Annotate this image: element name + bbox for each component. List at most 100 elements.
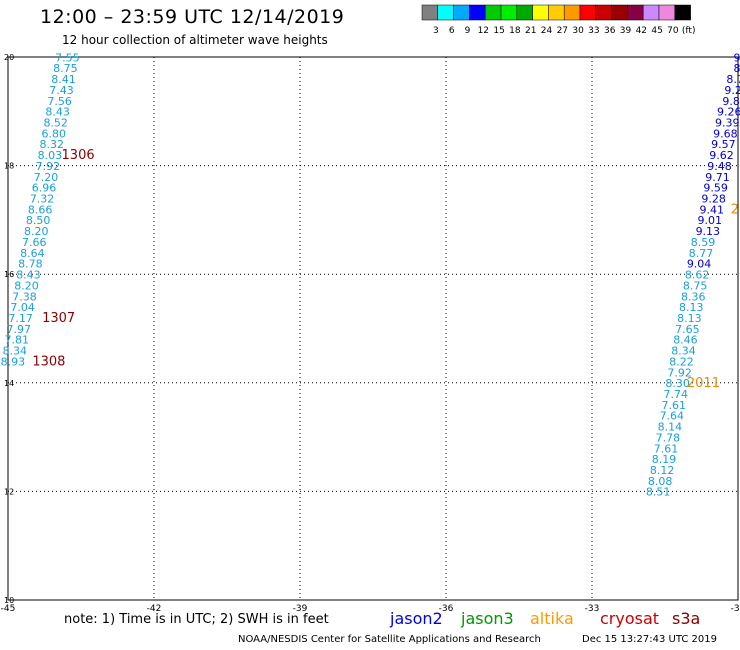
wave-height-value: 9.2	[724, 84, 740, 97]
wave-height-value: 9.13	[696, 225, 721, 238]
wave-height-value: 9.62	[709, 149, 734, 162]
credit-text: NOAA/NESDIS Center for Satellite Applica…	[238, 634, 541, 645]
legend-label: 30	[572, 26, 584, 36]
legend-label: 33	[588, 26, 599, 36]
wave-height-value: 8.20	[24, 225, 49, 238]
wave-height-value: 7.92	[667, 366, 692, 379]
wave-height-value: 7.81	[5, 334, 30, 347]
wave-height-value: 8.51	[646, 486, 671, 499]
legend-label: 21	[525, 26, 536, 36]
wave-height-value: 7.55	[55, 51, 80, 64]
wave-height-value: 9.8	[722, 95, 740, 108]
wave-height-value: 8.14	[658, 421, 683, 434]
wave-height-value: 8.59	[691, 236, 716, 249]
color-scale-legend: 3 6 9 12 15 18 21 24 27 30 33 36 39 42 45 70 (ft)	[421, 4, 696, 36]
wave-height-value: 7.74	[663, 388, 688, 401]
units-note: note: 1) Time is in UTC; 2) SWH is in fe…	[64, 612, 329, 627]
satellite-legend-altika: altika	[530, 609, 574, 628]
wave-height-value: 9.41	[699, 203, 724, 216]
wave-height-value: 8.03	[38, 149, 63, 162]
wave-height-value: 9.57	[711, 138, 736, 151]
pass-number-label: 1308	[32, 354, 65, 369]
wave-height-value: 8.34	[671, 345, 696, 358]
wave-height-value: 8.13	[677, 312, 702, 325]
wave-height-value: 8.08	[648, 475, 673, 488]
wave-height-value: 9.26	[717, 106, 740, 119]
wave-height-value: 7.92	[36, 160, 61, 173]
wave-height-value: 7.17	[8, 312, 33, 325]
wave-height-value: 8.77	[689, 247, 714, 260]
wave-height-value: 7.20	[34, 171, 59, 184]
y-tick-label: 16	[4, 270, 14, 279]
wave-height-value: 9.04	[687, 258, 712, 271]
wave-height-value: 8.20	[14, 279, 39, 292]
chart-subtitle: 12 hour collection of altimeter wave hei…	[62, 33, 328, 47]
wave-height-value: 8.32	[40, 138, 65, 151]
wave-height-value: 8.22	[669, 355, 694, 368]
wave-height-value: 7.65	[675, 323, 700, 336]
wave-height-value: 8.36	[681, 290, 706, 303]
wave-height-value: 9.68	[713, 127, 738, 140]
wave-height-value: 7.43	[49, 84, 74, 97]
legend-label: 70	[667, 26, 679, 36]
wave-height-value: 9.01	[698, 214, 723, 227]
wave-height-value: 8.43	[16, 269, 41, 282]
legend-label: (ft)	[682, 26, 696, 36]
satellite-legend-jason3: jason3	[461, 609, 514, 628]
wave-height-value: 7.78	[656, 431, 681, 444]
legend-swatch	[674, 4, 691, 21]
pass-number-label: 1306	[62, 148, 95, 163]
wave-height-value: 9.39	[715, 117, 740, 130]
legend-label: 18	[509, 26, 521, 36]
legend-label: 15	[493, 26, 504, 36]
wave-height-value: 7.64	[660, 410, 685, 423]
x-tick-label: -36	[439, 604, 454, 614]
chart-title: 12:00 – 23:59 UTC 12/14/2019	[40, 6, 345, 28]
y-tick-label: 14	[4, 379, 14, 388]
wave-height-value: 9.71	[705, 171, 730, 184]
x-tick-label: -30	[731, 604, 740, 614]
wave-height-value: 8.46	[673, 334, 698, 347]
legend-label: 24	[541, 26, 553, 36]
y-tick-label: 20	[4, 53, 14, 62]
y-tick-label: 18	[4, 162, 14, 171]
wave-height-value: 9.28	[701, 193, 726, 206]
legend-label: 12	[478, 26, 489, 36]
legend-label: 6	[449, 26, 455, 36]
wave-height-value: 8.30	[665, 377, 690, 390]
wave-height-value: 8.12	[650, 464, 675, 477]
wave-height-value: 8.43	[45, 106, 70, 119]
wave-height-value: 8.7	[726, 73, 740, 86]
wave-height-value: 7.97	[6, 323, 31, 336]
wave-height-value: 7.56	[47, 95, 72, 108]
wave-height-value: 7.38	[12, 290, 37, 303]
legend-label: 45	[651, 26, 662, 36]
wave-height-value: 8	[734, 62, 740, 75]
wave-height-value: 8.78	[18, 258, 43, 271]
wave-height-value: 9.59	[703, 182, 728, 195]
wave-height-value: 6.96	[32, 182, 57, 195]
wave-height-value: 9.48	[707, 160, 732, 173]
x-tick-label: -39	[293, 604, 308, 614]
generated-timestamp: Dec 15 13:27:43 UTC 2019	[582, 634, 717, 645]
wave-height-value: 8.13	[679, 301, 704, 314]
wave-height-value: 8.75	[683, 279, 708, 292]
legend-label: 36	[604, 26, 616, 36]
wave-height-value: 7.61	[662, 399, 687, 412]
wave-height-value: 7.04	[10, 301, 35, 314]
satellite-legend-s3a: s3a	[672, 609, 701, 628]
x-tick-label: -33	[585, 604, 600, 614]
wave-height-value: 8.75	[53, 62, 78, 75]
wave-height-value: 8.50	[26, 214, 51, 227]
pass-number-label: 1307	[42, 311, 75, 326]
wave-height-value: 8.64	[20, 247, 45, 260]
wave-height-value: 7.32	[30, 193, 55, 206]
wave-height-value: 6.80	[41, 127, 66, 140]
pass-number-label: 2011	[687, 376, 720, 391]
wave-height-value: 8.19	[652, 453, 677, 466]
x-tick-label: -42	[147, 604, 162, 614]
wave-height-value: 8.34	[3, 345, 28, 358]
legend-label: 39	[620, 26, 632, 36]
wave-height-value: 7.61	[654, 442, 679, 455]
